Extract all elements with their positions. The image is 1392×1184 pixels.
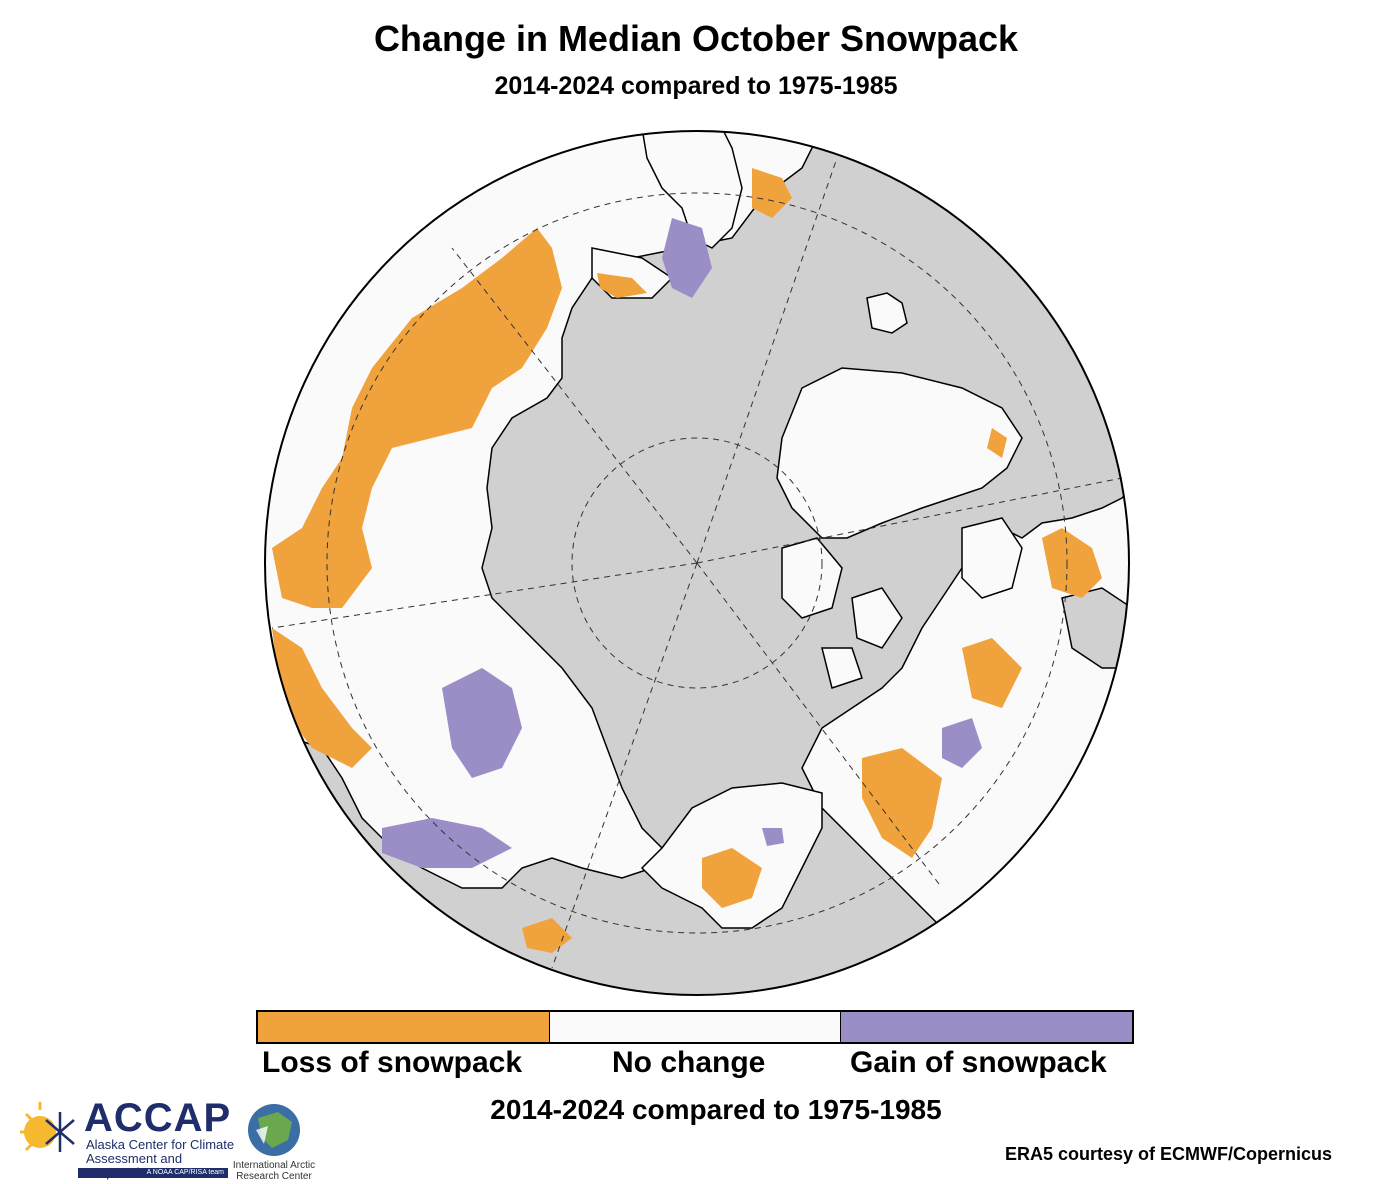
loss-region-scand <box>752 168 792 218</box>
gain-region-yukon <box>762 828 784 846</box>
map-subtitle: 2014-2024 compared to 1975-1985 <box>494 72 898 100</box>
gain-region-canada <box>942 718 982 768</box>
latitude-circle-60 <box>326 192 1068 934</box>
data-credit: ERA5 courtesy of ECMWF/Copernicus <box>1004 1144 1332 1164</box>
legend-swatch-gain <box>840 1012 1133 1042</box>
latitude-circle-80 <box>571 437 823 689</box>
iarc-line2: Research Center <box>236 1171 312 1182</box>
iarc-line1: International Arctic <box>232 1160 316 1171</box>
meridian-line <box>271 562 698 629</box>
legend-label-nochange: No change <box>612 1046 766 1079</box>
land-islands <box>821 587 903 689</box>
polar-map <box>264 130 1130 996</box>
land-scandinavia <box>641 131 743 249</box>
accap-name: ACCAP <box>84 1096 232 1140</box>
land-baffin <box>961 517 1023 599</box>
sun-snowflake-icon <box>20 1102 75 1152</box>
globe-icon <box>248 1104 300 1156</box>
loss-region-greenland-edge <box>987 428 1007 458</box>
legend-colorbar <box>256 1010 1134 1044</box>
loss-region-canada-west <box>862 748 942 858</box>
gain-region-scand <box>662 218 712 298</box>
accap-line1: Alaska Center for Climate <box>86 1137 235 1152</box>
map-title: Change in Median October Snowpack <box>373 18 1019 59</box>
loss-region-kola <box>597 273 647 298</box>
land-ellesmere <box>781 537 843 619</box>
meridian-line <box>696 562 943 889</box>
gain-region-chukotka <box>442 668 522 778</box>
legend-label-loss: Loss of snowpack <box>262 1046 523 1079</box>
meridian-line <box>551 562 698 969</box>
accap-logo: ACCAP Alaska Center for Climate Assessme… <box>18 1092 234 1180</box>
land-svalbard <box>866 292 908 334</box>
legend-swatch-nochange <box>548 1012 841 1042</box>
meridian-line <box>451 247 698 564</box>
loss-region-canada-east <box>1042 528 1102 598</box>
land-greenland <box>776 367 1023 539</box>
legend-label-gain: Gain of snowpack <box>850 1046 1107 1079</box>
accap-tag: A NOAA CAP/RISA team <box>78 1168 228 1178</box>
hudson-bay <box>1061 587 1129 669</box>
iarc-name: International Arctic Research Center <box>228 1160 320 1182</box>
loss-region-siberia <box>272 228 562 608</box>
loss-region-alaska <box>702 848 762 908</box>
loss-region-canada-mid <box>962 638 1022 708</box>
loss-region-bering <box>522 918 572 953</box>
legend-swatch-loss <box>258 1012 549 1042</box>
iarc-logo: International Arctic Research Center <box>228 1100 320 1184</box>
gain-region-kamchatka <box>382 818 512 868</box>
meridian-line <box>696 157 838 564</box>
legend-caption: 2014-2024 compared to 1975-1985 <box>490 1094 942 1125</box>
loss-region-europe <box>272 628 372 768</box>
map-border <box>264 130 1130 996</box>
